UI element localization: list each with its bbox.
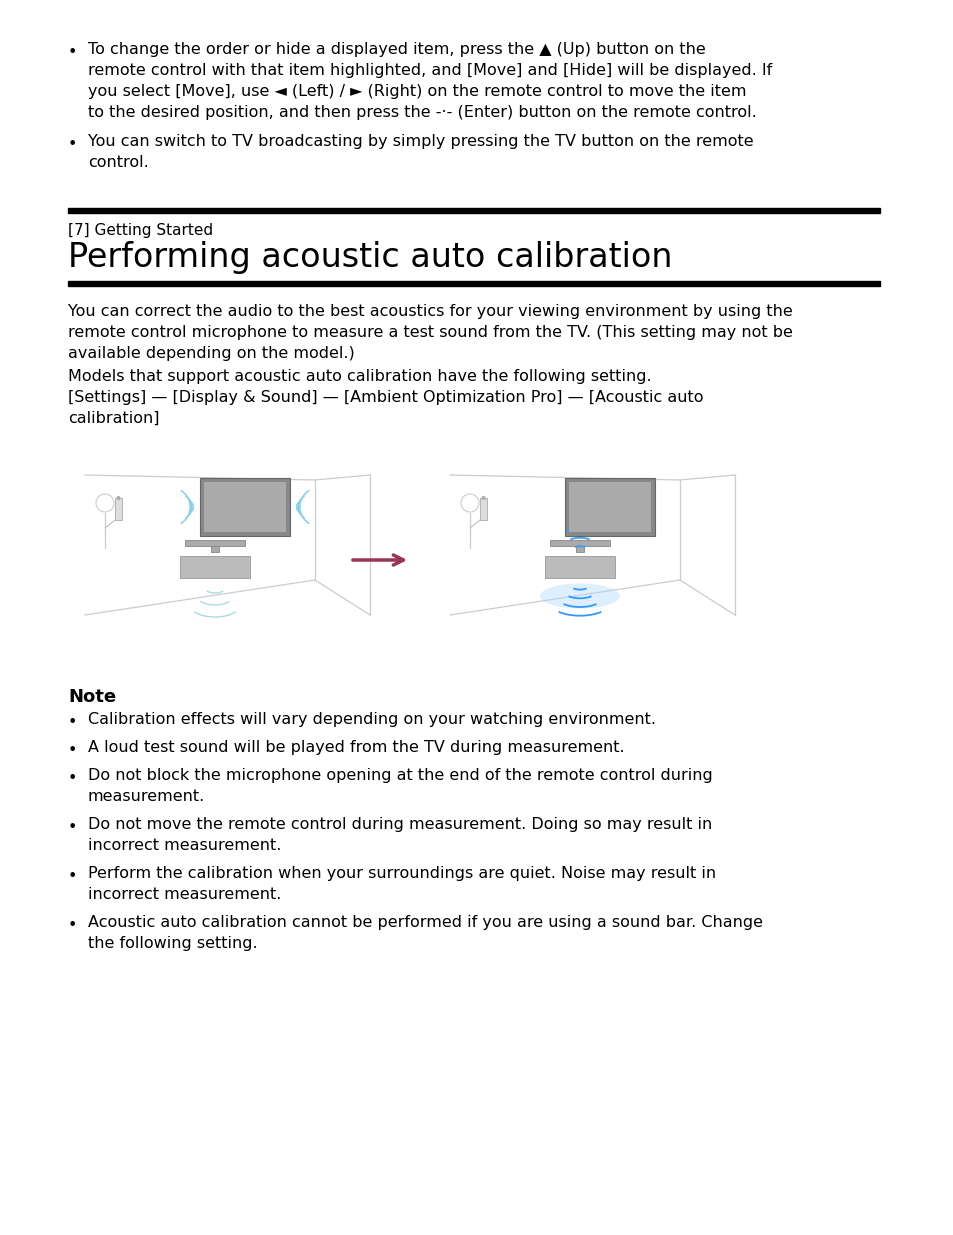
Ellipse shape: [539, 583, 619, 609]
Text: •: •: [68, 918, 77, 932]
Text: control.: control.: [88, 156, 149, 170]
Bar: [550, 540, 609, 546]
Text: incorrect measurement.: incorrect measurement.: [88, 839, 281, 853]
Bar: [68, 207, 879, 212]
Text: incorrect measurement.: incorrect measurement.: [88, 887, 281, 902]
Text: Models that support acoustic auto calibration have the following setting.: Models that support acoustic auto calibr…: [68, 369, 651, 384]
Text: •: •: [68, 137, 77, 152]
Text: [7] Getting Started: [7] Getting Started: [68, 224, 213, 238]
Text: •: •: [68, 820, 77, 835]
Text: Acoustic auto calibration cannot be performed if you are using a sound bar. Chan: Acoustic auto calibration cannot be perf…: [88, 915, 762, 930]
Text: remote control with that item highlighted, and [Move] and [Hide] will be display: remote control with that item highlighte…: [88, 63, 771, 78]
Bar: [568, 482, 650, 532]
Text: •: •: [68, 743, 77, 758]
Text: Calibration effects will vary depending on your watching environment.: Calibration effects will vary depending …: [88, 713, 656, 727]
Bar: [211, 546, 219, 552]
Text: available depending on the model.): available depending on the model.): [68, 346, 355, 361]
Text: the following setting.: the following setting.: [88, 936, 257, 951]
Text: you select [Move], use ◄ (Left) / ► (Right) on the remote control to move the it: you select [Move], use ◄ (Left) / ► (Rig…: [88, 84, 745, 99]
Circle shape: [481, 496, 485, 500]
Bar: [204, 482, 286, 532]
Text: measurement.: measurement.: [88, 789, 205, 804]
Circle shape: [116, 496, 120, 500]
Text: •: •: [68, 869, 77, 884]
Text: A loud test sound will be played from the TV during measurement.: A loud test sound will be played from th…: [88, 740, 624, 755]
Text: to the desired position, and then press the -·- (Enter) button on the remote con: to the desired position, and then press …: [88, 105, 756, 120]
Text: [Settings] — [Display & Sound] — [Ambient Optimization Pro] — [Acoustic auto: [Settings] — [Display & Sound] — [Ambien…: [68, 390, 702, 405]
Text: You can switch to TV broadcasting by simply pressing the TV button on the remote: You can switch to TV broadcasting by sim…: [88, 135, 753, 149]
Text: Note: Note: [68, 688, 116, 706]
Text: remote control microphone to measure a test sound from the TV. (This setting may: remote control microphone to measure a t…: [68, 325, 792, 340]
Text: Do not move the remote control during measurement. Doing so may result in: Do not move the remote control during me…: [88, 818, 712, 832]
Text: Performing acoustic auto calibration: Performing acoustic auto calibration: [68, 241, 672, 274]
Text: •: •: [68, 44, 77, 61]
Text: •: •: [68, 771, 77, 785]
Text: You can correct the audio to the best acoustics for your viewing environment by : You can correct the audio to the best ac…: [68, 304, 792, 319]
Text: calibration]: calibration]: [68, 411, 159, 426]
Bar: [200, 478, 290, 536]
Bar: [180, 556, 250, 578]
Bar: [115, 498, 122, 520]
Text: To change the order or hide a displayed item, press the ▲ (Up) button on the: To change the order or hide a displayed …: [88, 42, 705, 57]
Bar: [479, 498, 486, 520]
Bar: [564, 478, 655, 536]
Text: Perform the calibration when your surroundings are quiet. Noise may result in: Perform the calibration when your surrou…: [88, 866, 716, 881]
Text: Do not block the microphone opening at the end of the remote control during: Do not block the microphone opening at t…: [88, 768, 712, 783]
Bar: [185, 540, 245, 546]
Bar: [576, 546, 583, 552]
Text: •: •: [68, 715, 77, 730]
Bar: [544, 556, 615, 578]
Bar: [68, 282, 879, 287]
